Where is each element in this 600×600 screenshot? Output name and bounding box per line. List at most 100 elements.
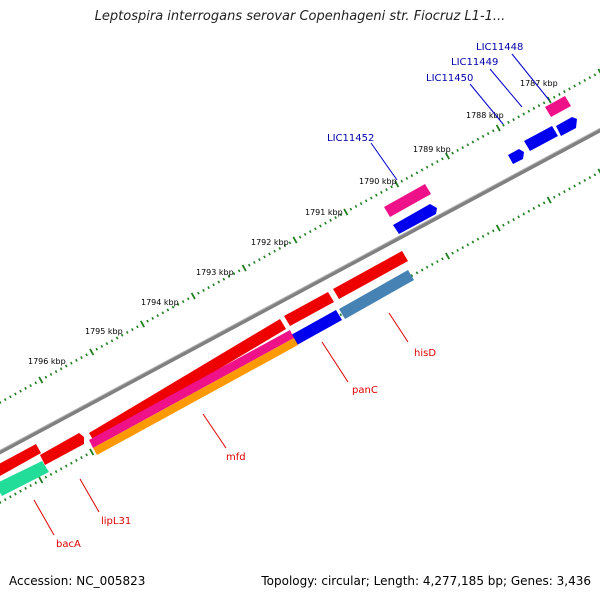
minor-tick	[512, 218, 515, 222]
reverse-strand-row2	[0, 270, 414, 496]
minor-tick	[227, 274, 231, 278]
minor-tick	[375, 193, 378, 197]
minor-tick	[558, 92, 561, 96]
minor-tick	[247, 263, 251, 267]
major-tick	[89, 348, 95, 356]
minor-tick	[410, 174, 414, 178]
gene-rect[interactable]	[291, 310, 342, 345]
gene-rect[interactable]	[384, 184, 431, 217]
minor-tick	[349, 207, 353, 211]
minor-tick	[186, 297, 190, 301]
major-tick	[241, 264, 247, 272]
label-leaders	[33, 53, 550, 536]
minor-tick	[197, 291, 200, 295]
minor-tick	[517, 215, 520, 219]
minor-tick	[176, 302, 180, 306]
gene-rect[interactable]	[0, 461, 49, 496]
minor-tick	[385, 188, 388, 192]
minor-tick	[568, 187, 571, 191]
minor-tick	[486, 232, 490, 236]
gene-rect[interactable]	[93, 338, 298, 455]
minor-tick	[59, 467, 63, 471]
minor-tick	[181, 300, 185, 304]
minor-tick	[171, 305, 175, 309]
minor-tick	[461, 246, 465, 250]
gene-rect[interactable]	[284, 292, 334, 326]
minor-tick	[573, 184, 576, 188]
minor-tick	[253, 260, 256, 264]
reverse-strand-genes	[0, 251, 408, 476]
gene-label-hisD[interactable]: hisD	[414, 348, 436, 359]
gene-label-panC[interactable]: panC	[352, 385, 378, 396]
gene-label-bacA[interactable]: bacA	[56, 539, 81, 550]
gene-rect[interactable]	[556, 117, 577, 136]
minor-tick	[120, 333, 124, 337]
minor-tick	[298, 235, 302, 239]
minor-tick	[49, 372, 53, 376]
minor-tick	[19, 389, 22, 393]
minor-tick	[471, 240, 475, 244]
minor-tick	[9, 495, 12, 499]
major-tick	[546, 96, 552, 104]
gene-label-LIC11450[interactable]: LIC11450	[426, 73, 473, 84]
gene-rect[interactable]	[40, 433, 84, 465]
gene-rect[interactable]	[508, 149, 524, 164]
minor-tick	[288, 241, 292, 245]
major-tick	[445, 152, 450, 160]
minor-tick	[420, 168, 424, 172]
gene-rect[interactable]	[89, 319, 286, 443]
minor-tick	[70, 361, 73, 365]
major-tick	[495, 224, 501, 232]
gene-label-LIC11448[interactable]: LIC11448	[476, 42, 523, 53]
gene-rect[interactable]	[0, 444, 41, 476]
gene-rect[interactable]	[89, 330, 294, 448]
gene-rect[interactable]	[524, 126, 558, 151]
minor-tick	[115, 336, 119, 340]
minor-tick	[476, 237, 480, 241]
minor-tick	[273, 249, 276, 253]
gene-label-lipL31[interactable]: lipL31	[101, 516, 131, 527]
minor-tick	[339, 313, 343, 317]
minor-tick	[136, 325, 139, 329]
minor-tick	[29, 384, 32, 388]
minor-tick	[517, 115, 520, 119]
minor-tick	[24, 486, 27, 490]
minor-tick	[217, 280, 221, 284]
minor-tick	[410, 274, 414, 278]
minor-tick	[64, 364, 68, 368]
minor-tick	[441, 157, 444, 161]
gene-rect[interactable]	[393, 204, 437, 234]
minor-tick	[456, 248, 459, 252]
minor-tick	[80, 356, 83, 360]
gene-label-mfd[interactable]: mfd	[226, 452, 246, 463]
map-title: Leptospira interrogans serovar Copenhage…	[94, 9, 506, 24]
kbp-label: 1793 kbp	[196, 268, 234, 277]
minor-tick	[461, 146, 465, 150]
minor-tick	[558, 192, 561, 196]
minor-tick	[131, 328, 134, 332]
minor-tick	[425, 165, 429, 169]
gene-rect[interactable]	[339, 270, 414, 319]
minor-tick	[232, 272, 236, 276]
minor-tick	[110, 339, 114, 343]
kbp-label: 1796 kbp	[28, 357, 66, 366]
minor-tick	[44, 475, 48, 479]
minor-tick	[532, 106, 536, 110]
gene-label-LIC11452[interactable]: LIC11452	[327, 133, 374, 144]
minor-tick	[3, 398, 7, 402]
forward-strand-genes	[384, 96, 571, 217]
kbp-label: 1792 kbp	[251, 238, 289, 247]
accession-text: Accession: NC_005823	[9, 574, 146, 588]
gene-labels: LIC11448 LIC11449 LIC11450 LIC11452 hisD…	[56, 42, 523, 550]
gene-rect[interactable]	[545, 96, 571, 117]
minor-tick	[303, 232, 307, 236]
minor-tick	[354, 204, 358, 208]
kbp-label: 1789 kbp	[413, 145, 451, 154]
kbp-label: 1788 kbp	[466, 111, 504, 120]
minor-tick	[75, 458, 78, 462]
gene-rect[interactable]	[333, 251, 408, 299]
gene-label-LIC11449[interactable]: LIC11449	[451, 57, 498, 68]
minor-tick	[481, 134, 485, 138]
minor-tick	[466, 243, 470, 247]
major-tick	[343, 208, 349, 216]
